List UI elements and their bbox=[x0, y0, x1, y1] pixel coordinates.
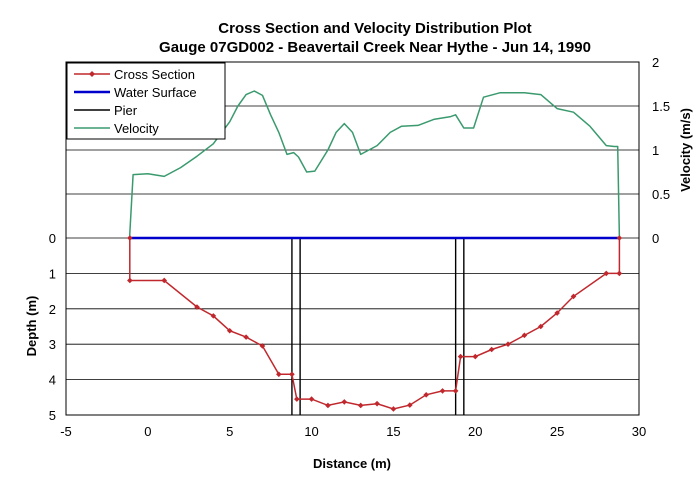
legend: Cross Section Water Surface Pier Velocit… bbox=[66, 62, 226, 140]
chart-title: Cross Section and Velocity Distribution … bbox=[218, 20, 531, 37]
cross-section-point-22 bbox=[472, 353, 479, 360]
legend-marker-cross-section bbox=[89, 71, 95, 77]
depth-tick-4: 4 bbox=[49, 373, 56, 388]
cross-section-point-29 bbox=[603, 270, 610, 277]
depth-tick-2: 2 bbox=[49, 302, 56, 317]
legend-item-velocity: Velocity bbox=[74, 121, 159, 136]
legend-item-cross-section: Cross Section bbox=[74, 67, 195, 82]
velocity-tick-2: 1 bbox=[652, 143, 659, 158]
cross-section-point-13 bbox=[341, 399, 348, 405]
cross-section-point-19 bbox=[439, 388, 446, 394]
velocity-tick-3: 1.5 bbox=[652, 99, 670, 114]
cross-section-point-12 bbox=[325, 402, 331, 409]
depth-tick-5: 5 bbox=[49, 408, 56, 423]
series-layer bbox=[127, 90, 623, 415]
cross-section-point-31 bbox=[616, 235, 623, 241]
cross-section-point-28 bbox=[570, 293, 577, 300]
legend-label-cross-section: Cross Section bbox=[114, 67, 195, 82]
cross-section-point-8 bbox=[276, 371, 282, 378]
depth-tick-1: 1 bbox=[49, 266, 56, 281]
cross-section-point-20 bbox=[452, 388, 459, 394]
x-axis-label: Distance (m) bbox=[313, 456, 391, 471]
legend-label-pier: Pier bbox=[114, 103, 138, 118]
cross-section-point-14 bbox=[357, 402, 364, 409]
cross-section-point-5 bbox=[226, 327, 233, 334]
cross-section-point-18 bbox=[423, 392, 429, 398]
velocity-axis-label: Velocity (m/s) bbox=[678, 108, 693, 192]
depth-tick-0: 0 bbox=[49, 231, 56, 246]
depth-axis-label: Depth (m) bbox=[24, 296, 39, 357]
cross-section-point-6 bbox=[243, 334, 249, 340]
x-tick-5: 20 bbox=[468, 424, 482, 439]
x-tick-6: 25 bbox=[550, 424, 564, 439]
cross-section-point-10 bbox=[294, 396, 300, 402]
legend-label-water-surface: Water Surface bbox=[114, 85, 197, 100]
x-tick-0: -5 bbox=[60, 424, 72, 439]
velocity-tick-0: 0 bbox=[652, 231, 659, 246]
cross-section-point-16 bbox=[390, 406, 397, 412]
legend-item-water-surface: Water Surface bbox=[74, 85, 197, 100]
cross-section-point-15 bbox=[374, 400, 380, 407]
cross-section-line bbox=[129, 238, 621, 410]
depth-tick-3: 3 bbox=[49, 337, 56, 352]
cross-section-point-7 bbox=[259, 343, 266, 349]
cross-section-point-2 bbox=[161, 277, 168, 284]
x-tick-1: 0 bbox=[144, 424, 151, 439]
x-tick-4: 15 bbox=[386, 424, 400, 439]
plot-area-border bbox=[65, 61, 640, 416]
x-tick-7: 30 bbox=[632, 424, 646, 439]
cross-section-point-3 bbox=[194, 304, 200, 310]
x-tick-3: 10 bbox=[304, 424, 318, 439]
cross-section-point-0 bbox=[127, 235, 133, 241]
cross-section-point-17 bbox=[407, 402, 413, 408]
tick-labels: -5 0 5 10 15 20 25 30 0 1 2 3 4 5 0 0.5 1 1.5 2 bbox=[49, 55, 670, 439]
cross-section-point-9 bbox=[289, 371, 295, 378]
cross-section-point-30 bbox=[616, 270, 623, 277]
velocity-tick-4: 2 bbox=[652, 55, 659, 70]
legend-label-velocity: Velocity bbox=[114, 121, 159, 136]
cross-section-point-27 bbox=[554, 310, 560, 316]
cross-section-point-23 bbox=[488, 346, 495, 353]
cross-section-point-1 bbox=[127, 277, 133, 284]
cross-section-point-26 bbox=[537, 323, 544, 330]
cross-section-point-11 bbox=[308, 396, 315, 402]
velocity-tick-1: 0.5 bbox=[652, 187, 670, 202]
chart-subtitle: Gauge 07GD002 - Beavertail Creek Near Hy… bbox=[159, 39, 591, 56]
cross-section-point-25 bbox=[521, 332, 528, 339]
cross-section-point-21 bbox=[457, 353, 464, 360]
cross-section-point-24 bbox=[505, 341, 511, 347]
cross-section-point-4 bbox=[210, 313, 217, 319]
x-tick-2: 5 bbox=[226, 424, 233, 439]
legend-item-pier: Pier bbox=[74, 103, 138, 118]
